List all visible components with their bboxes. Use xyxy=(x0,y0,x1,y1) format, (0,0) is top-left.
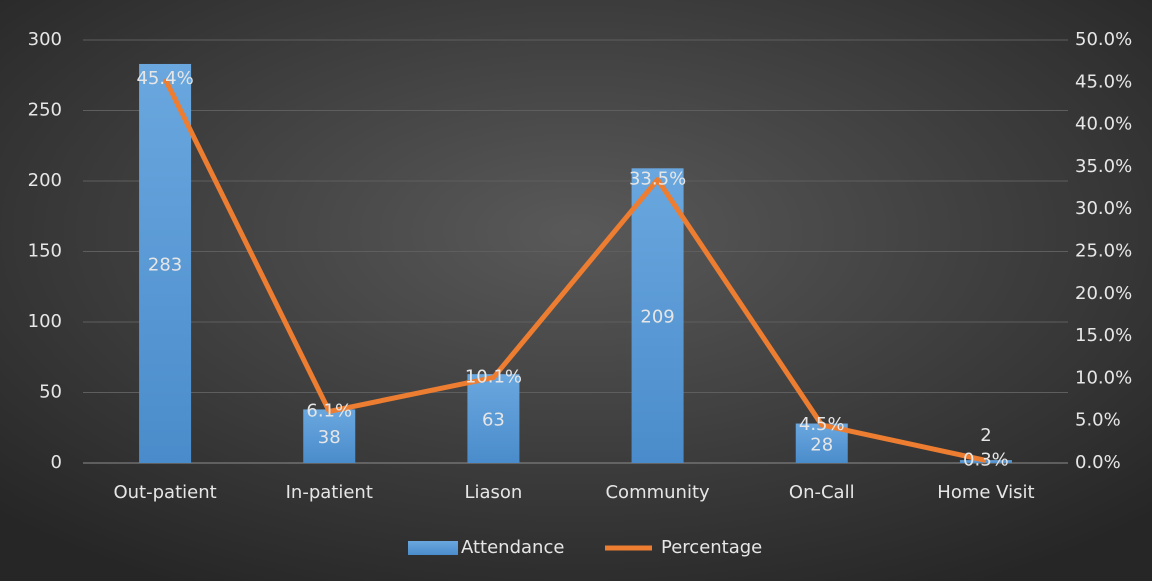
x-tick-label: On-Call xyxy=(789,482,855,503)
data-label: 45.4% xyxy=(136,68,193,89)
bar xyxy=(139,63,192,463)
y2-tick-label: 45.0% xyxy=(1075,71,1132,92)
x-tick-label: Out-patient xyxy=(113,482,216,503)
y2-tick-label: 30.0% xyxy=(1075,198,1132,219)
y-tick-label: 100 xyxy=(28,311,62,332)
data-label: 33.5% xyxy=(629,169,686,190)
data-label: 63 xyxy=(482,410,505,431)
y-tick-label: 150 xyxy=(28,241,62,262)
data-label: 2 xyxy=(980,425,991,446)
y2-tick-label: 15.0% xyxy=(1075,325,1132,346)
data-label: 28 xyxy=(810,434,833,455)
y2-tick-label: 50.0% xyxy=(1075,29,1132,50)
y2-tick-label: 10.0% xyxy=(1075,367,1132,388)
bar xyxy=(959,460,1012,463)
data-label: 38 xyxy=(318,427,341,448)
bar xyxy=(631,168,684,463)
data-label: 283 xyxy=(148,254,182,275)
y-tick-label: 300 xyxy=(28,29,62,50)
y-tick-label: 50 xyxy=(39,382,62,403)
x-tick-label: In-patient xyxy=(286,482,373,503)
x-tick-label: Liason xyxy=(464,482,522,503)
x-tick-label: Home Visit xyxy=(937,482,1034,503)
y-tick-label: 250 xyxy=(28,100,62,121)
y2-tick-label: 35.0% xyxy=(1075,156,1132,177)
legend-label: Attendance xyxy=(461,537,564,558)
legend-swatch xyxy=(408,541,458,555)
y2-tick-label: 25.0% xyxy=(1075,241,1132,262)
bar xyxy=(467,374,520,463)
data-label: 10.1% xyxy=(465,367,522,388)
legend-label: Percentage xyxy=(661,537,762,558)
y2-tick-label: 40.0% xyxy=(1075,114,1132,135)
y-tick-label: 0 xyxy=(51,452,62,473)
data-label: 6.1% xyxy=(306,400,352,421)
y2-tick-label: 20.0% xyxy=(1075,283,1132,304)
y2-tick-label: 5.0% xyxy=(1075,410,1121,431)
x-tick-label: Community xyxy=(605,482,710,503)
data-label: 209 xyxy=(640,307,674,328)
y2-tick-label: 0.0% xyxy=(1075,452,1121,473)
data-label: 4.5% xyxy=(799,414,845,435)
data-label: 0.3% xyxy=(963,449,1009,470)
line xyxy=(162,77,987,463)
y-tick-label: 200 xyxy=(28,170,62,191)
bar xyxy=(303,409,356,463)
